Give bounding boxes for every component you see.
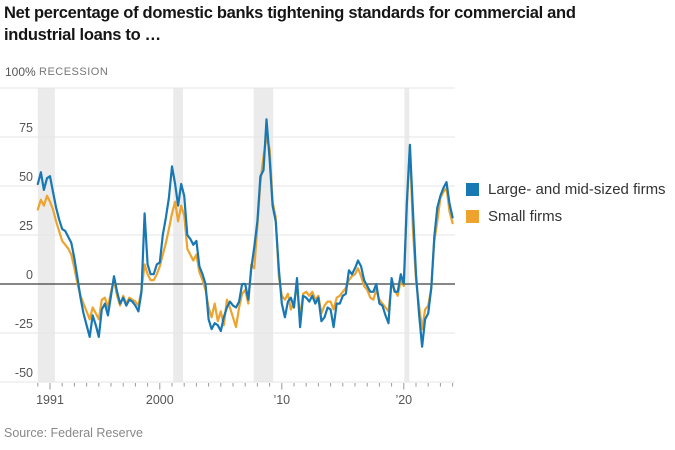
legend-label: Large- and mid-sized firms <box>488 181 666 198</box>
legend-label: Small firms <box>488 207 563 225</box>
y-axis-top-label: 100% <box>5 65 36 79</box>
legend-swatch-icon <box>466 183 479 196</box>
source-note: Source: Federal Reserve <box>4 426 143 440</box>
legend-swatch-icon <box>466 209 479 223</box>
chart-legend: Large- and mid-sized firms Small firms <box>466 180 668 234</box>
series-line <box>36 118 454 348</box>
series-line <box>36 135 454 331</box>
legend-item: Small firms <box>466 207 668 227</box>
legend-item: Large- and mid-sized firms <box>466 180 668 200</box>
recession-label: RECESSION <box>39 66 109 78</box>
chart-title: Net percentage of domestic banks tighten… <box>4 4 576 44</box>
